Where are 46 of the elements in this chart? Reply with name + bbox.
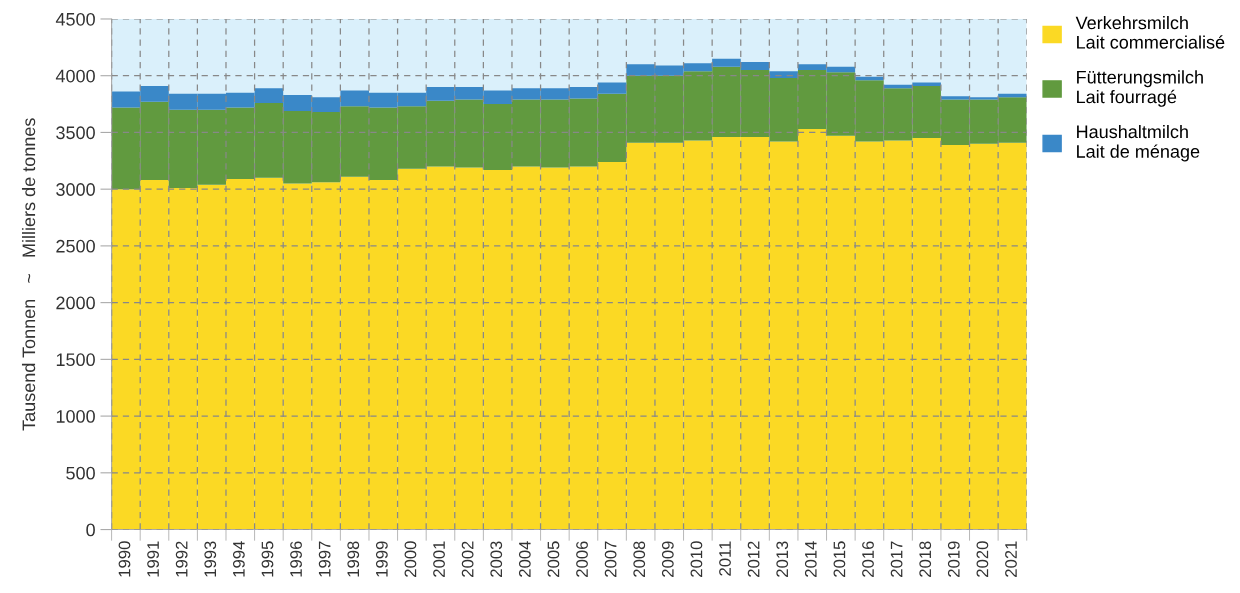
y-tick-label: 2500 <box>56 239 95 253</box>
x-tick-label: 2017 <box>890 541 903 577</box>
x-tick-label: 2020 <box>976 541 989 577</box>
y-tick-label: 1500 <box>56 353 95 367</box>
y-tick-label: 4500 <box>55 12 95 26</box>
x-tick-label: 2021 <box>1005 541 1017 577</box>
x-tick-label: 2009 <box>661 541 674 577</box>
x-tick-label: 2019 <box>947 541 960 577</box>
x-tick-label: 2001 <box>433 541 445 577</box>
x-tick-label: 2011 <box>719 541 731 576</box>
x-tick-label: 1996 <box>290 541 302 577</box>
x-tick-label: 2005 <box>547 541 560 577</box>
legend-label: Fütterungsmilch Lait fourragé <box>1077 70 1203 107</box>
x-tick-label: 2016 <box>862 541 874 577</box>
x-tick-label: 1992 <box>175 541 188 577</box>
x-tick-label: 1994 <box>232 541 245 577</box>
y-tick-label: 500 <box>66 466 95 480</box>
x-tick-label: 1990 <box>118 541 131 577</box>
x-tick-label: 2004 <box>518 541 531 577</box>
y-tick-label: 4000 <box>55 69 95 83</box>
x-tick-label: 2000 <box>404 541 417 577</box>
x-tick-label: 1997 <box>318 541 331 577</box>
x-tick-label: 2003 <box>490 541 503 577</box>
x-tick-label: 2007 <box>604 541 617 577</box>
x-tick-label: 1998 <box>347 541 360 577</box>
x-tick-label: 2015 <box>833 541 846 577</box>
x-tick-label: 2014 <box>804 541 817 577</box>
legend-label: Haushaltmilch Lait de ménage <box>1077 124 1200 162</box>
y-axis-title: Tausend Tonnen ~ Milliers de tonnes <box>21 118 36 431</box>
x-tick-label: 2002 <box>461 541 474 577</box>
x-tick-label: 1991 <box>147 541 159 577</box>
x-tick-label: 2018 <box>919 541 932 577</box>
y-tick-label: 2000 <box>56 296 95 310</box>
y-tick-label: 0 <box>86 523 95 537</box>
legend-label: Verkehrsmilch Lait commercialisé <box>1075 15 1225 49</box>
x-tick-label: 1999 <box>375 541 388 577</box>
x-tick-label: 2008 <box>633 541 646 577</box>
y-tick-label: 3500 <box>56 126 95 140</box>
x-tick-label: 1995 <box>261 541 274 577</box>
x-tick-label: 2006 <box>576 541 588 577</box>
x-tick-label: 2012 <box>747 541 760 577</box>
y-tick-label: 3000 <box>56 183 95 196</box>
y-tick-label: 1000 <box>56 410 95 423</box>
x-tick-label: 2013 <box>776 541 789 577</box>
x-tick-label: 1993 <box>204 541 217 577</box>
x-tick-label: 2010 <box>690 541 703 577</box>
